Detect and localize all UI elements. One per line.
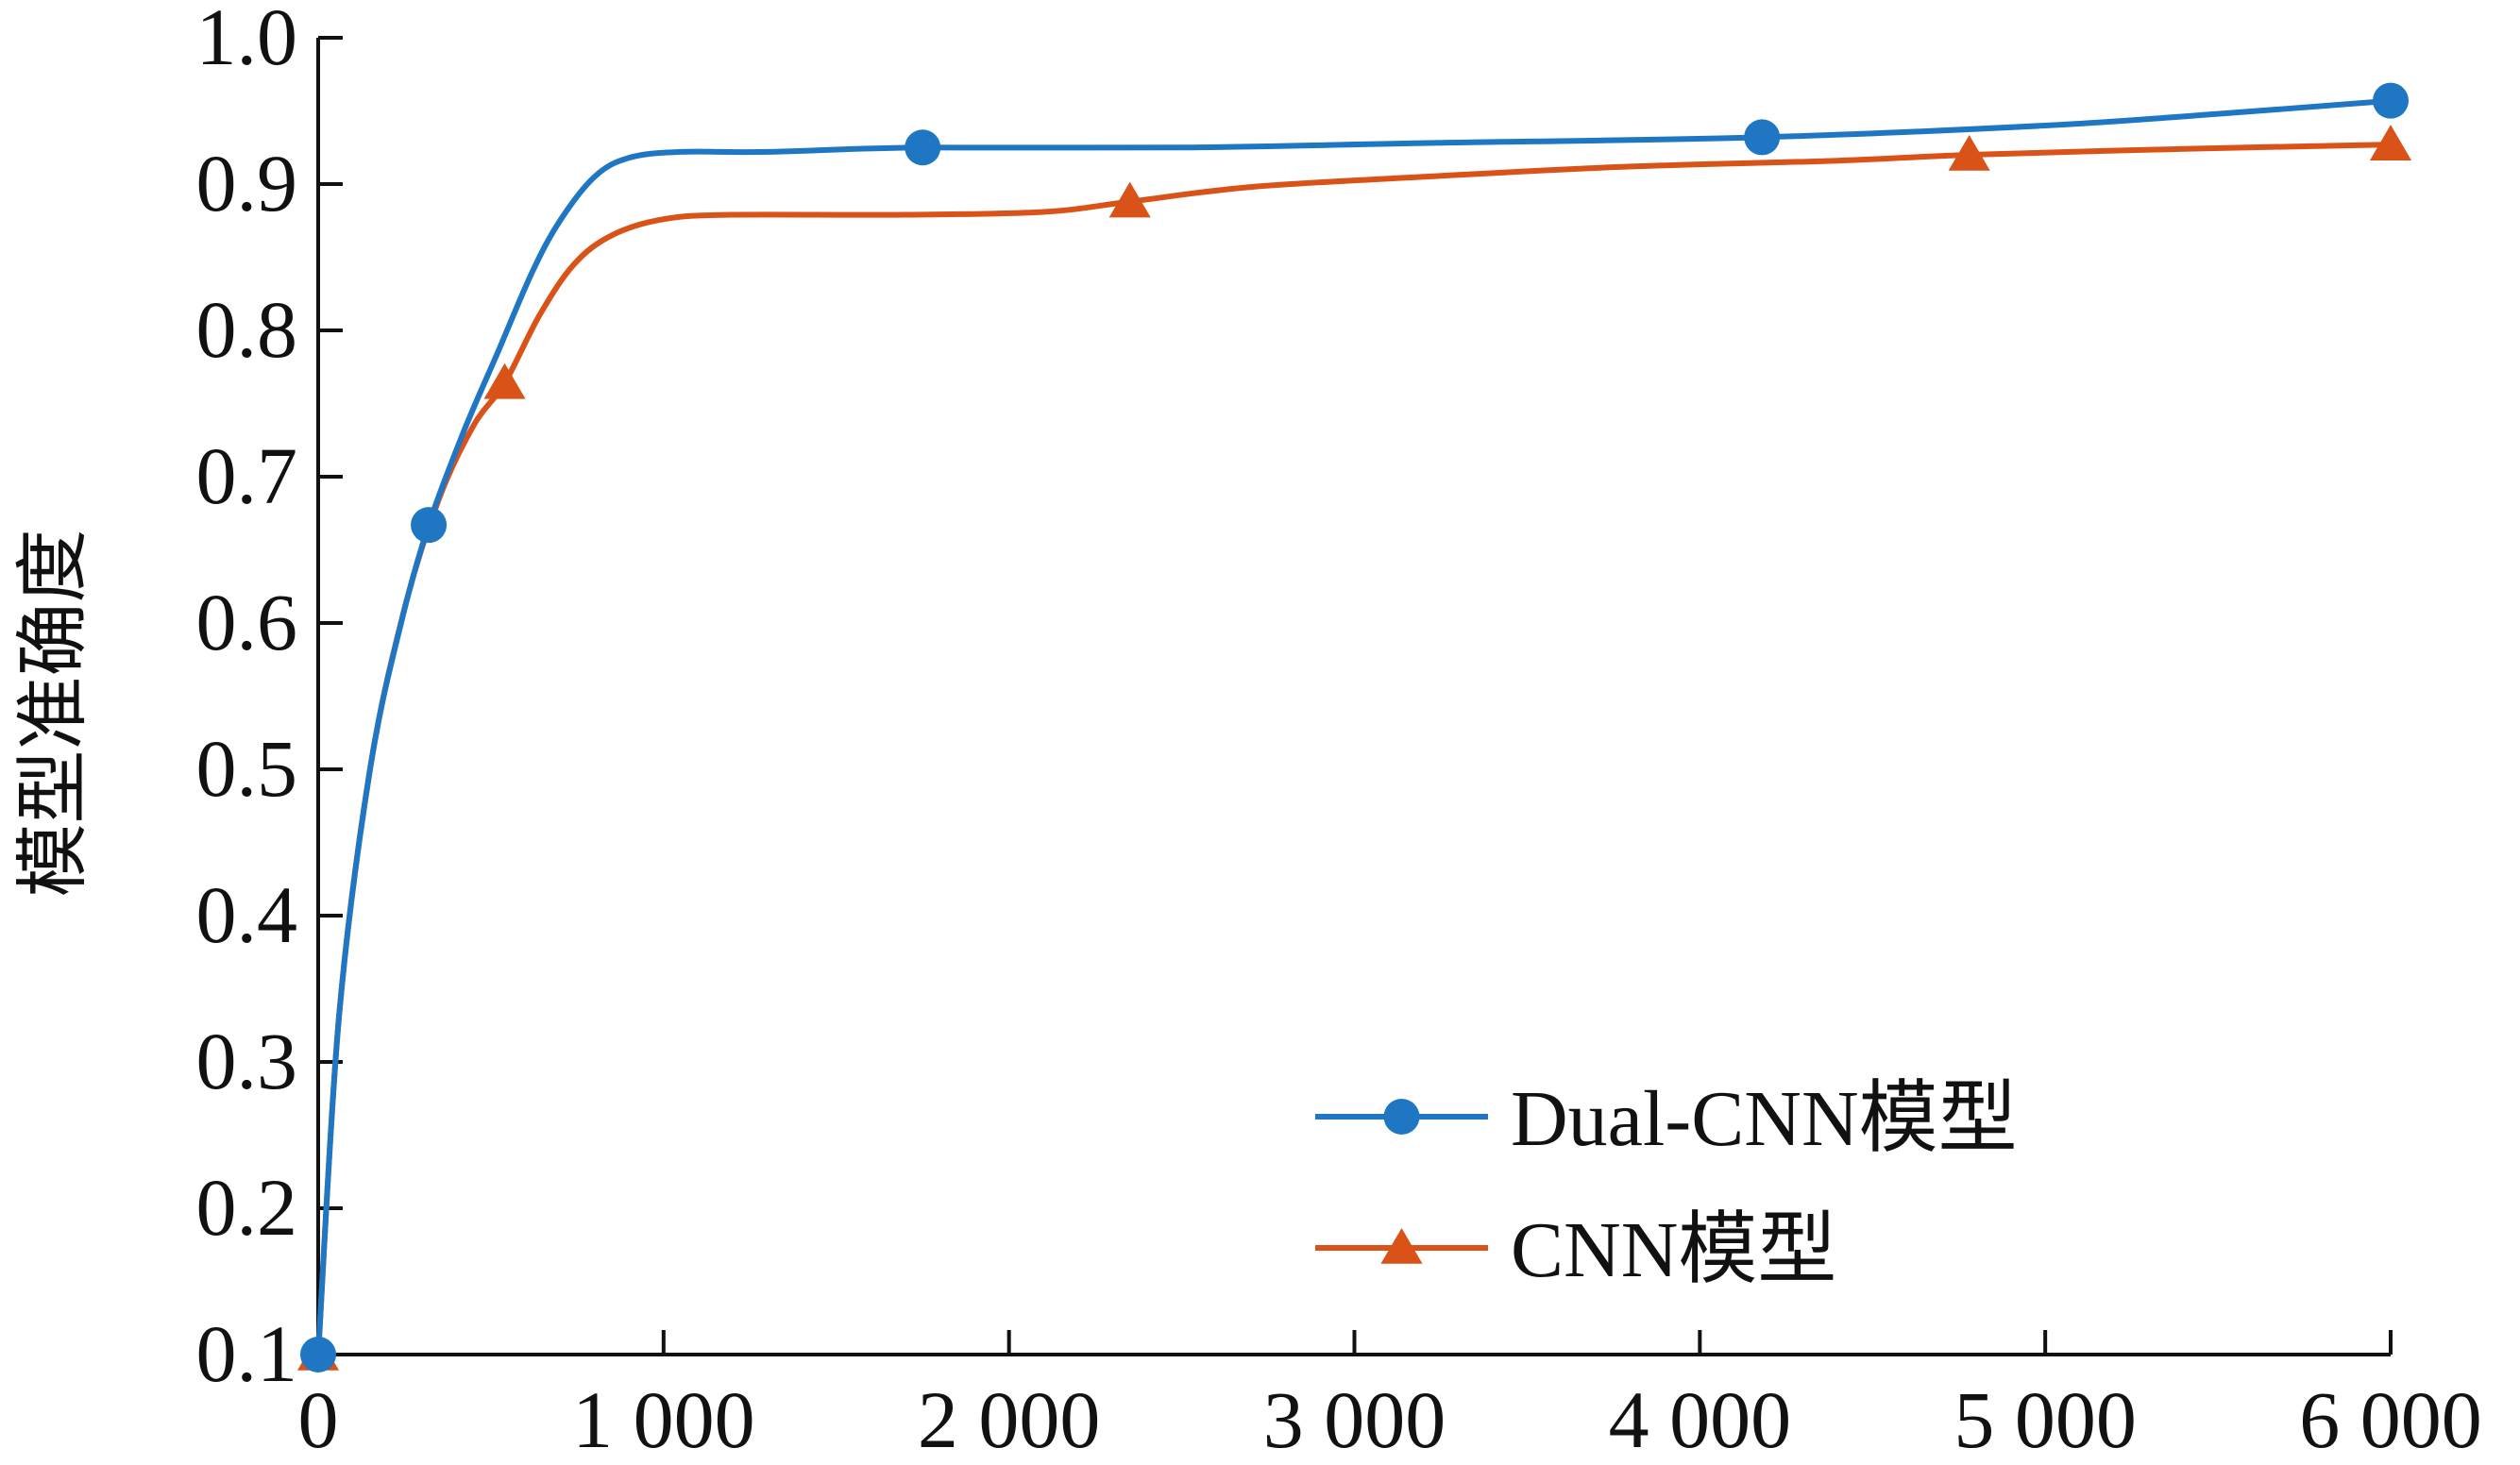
x-tick-label: 5 000 <box>1953 1374 2137 1465</box>
x-tick-label: 1 000 <box>572 1374 755 1465</box>
series-line-dual-cnn <box>315 97 2392 1356</box>
data-point-dual-cnn <box>300 1337 336 1372</box>
x-tick-label: 3 000 <box>1263 1374 1446 1465</box>
y-tick-label: 1.0 <box>196 0 298 82</box>
series-line-cnn <box>315 142 2392 1356</box>
series-layer <box>296 82 2412 1372</box>
data-point-cnn <box>1948 135 1990 171</box>
legend-label-cnn: CNN模型 <box>1511 1206 1836 1294</box>
data-point-dual-cnn <box>2373 82 2409 119</box>
y-tick-label: 0.7 <box>196 430 298 521</box>
y-tick-label: 0.4 <box>196 869 298 960</box>
legend-label-dual-cnn: Dual-CNN模型 <box>1511 1075 2018 1163</box>
data-point-cnn <box>1108 181 1151 218</box>
data-point-dual-cnn <box>905 129 941 166</box>
ticks: 0.1 0.2 0.3 0.4 0.5 0.6 0.7 0.8 0.9 1.0 0 1 000 2 00… <box>196 0 2482 1465</box>
y-tick-label: 0.6 <box>196 577 298 667</box>
legend-entry-cnn: CNN模型 <box>1315 1206 1836 1294</box>
y-tick-label: 0.9 <box>196 138 298 228</box>
data-point-dual-cnn <box>1744 119 1781 156</box>
legend: Dual-CNN模型 CNN模型 <box>1315 1075 2018 1294</box>
legend-marker-cnn <box>1380 1228 1423 1264</box>
x-tick-label: 4 000 <box>1609 1374 1792 1465</box>
x-tick-label: 2 000 <box>918 1374 1101 1465</box>
axes <box>316 38 2391 1356</box>
y-tick-label: 0.5 <box>196 723 298 814</box>
series-dual-cnn <box>300 82 2409 1372</box>
data-point-dual-cnn <box>411 507 448 544</box>
data-point-cnn <box>483 362 526 399</box>
x-tick-label: 6 000 <box>2299 1374 2482 1465</box>
legend-marker-dual-cnn <box>1383 1099 1420 1135</box>
y-axis-title: 模型准确度 <box>11 529 96 897</box>
y-tick-label: 0.3 <box>196 1016 298 1106</box>
legend-entry-dual-cnn: Dual-CNN模型 <box>1315 1075 2018 1163</box>
y-tick-label: 0.8 <box>196 284 298 375</box>
series-cnn <box>296 125 2412 1371</box>
y-tick-label: 0.2 <box>196 1162 298 1253</box>
y-tick-label: 0.1 <box>196 1308 298 1399</box>
x-tick-label: 0 <box>298 1374 339 1465</box>
data-point-cnn <box>2369 125 2412 160</box>
